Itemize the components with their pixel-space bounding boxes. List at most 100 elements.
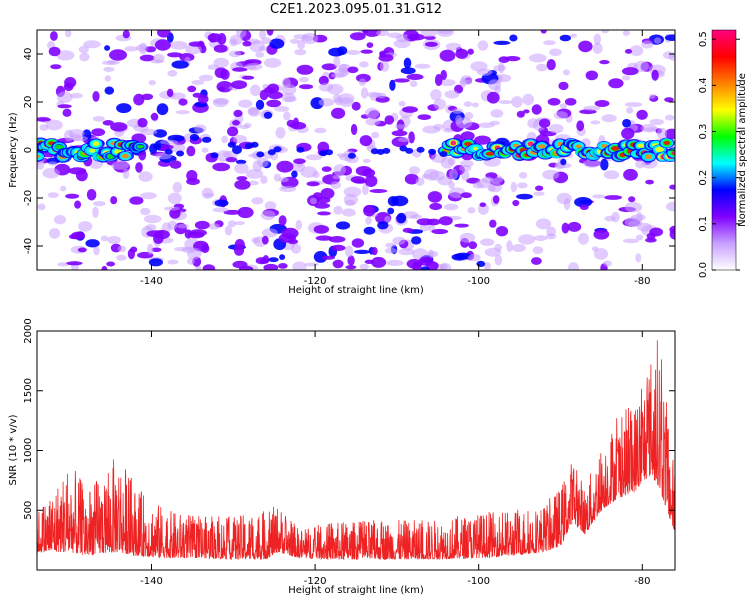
spectrogram-blob	[212, 207, 229, 213]
spectrogram-blob	[232, 145, 242, 155]
spectrogram-blob	[540, 30, 547, 34]
x-tick-label: -120	[304, 276, 327, 287]
spectrogram-blob	[611, 211, 620, 223]
spectrogram-ridge-blob	[439, 151, 448, 157]
spectrogram-blob	[48, 46, 61, 57]
spectrogram-heatmap	[37, 30, 675, 270]
snr-x-ticks: -140 -120 -100 -80	[140, 331, 650, 587]
spectrogram-blob	[635, 253, 642, 263]
spectrogram-blob	[171, 60, 189, 69]
spectrogram-blob	[79, 52, 90, 62]
spectrogram-blob	[363, 226, 376, 235]
spectrogram-blob	[124, 46, 138, 52]
colorbar-tick-label: 0.4	[698, 77, 709, 93]
spectrogram-blob	[467, 207, 476, 214]
spectrogram-blob	[267, 91, 283, 100]
spectrogram-blob	[392, 236, 406, 245]
spectrogram-ridge-blob	[153, 143, 162, 150]
spectrogram-blob	[646, 232, 656, 240]
colorbar-tick-label: 0.3	[698, 124, 709, 140]
spectrogram-blob	[199, 44, 207, 54]
spectrogram-blob	[434, 74, 443, 86]
spectrogram-blob	[360, 49, 374, 54]
spectrogram-blob	[629, 45, 644, 57]
x-tick-label: -100	[467, 576, 490, 587]
spectrogram-blob	[490, 109, 504, 118]
spectrogram-blob	[186, 145, 196, 157]
spectrogram-blob	[560, 158, 567, 166]
spectrogram-blob	[531, 257, 542, 265]
spectrogram-blob	[455, 117, 473, 129]
spectrogram-blob	[559, 34, 572, 42]
spectrogram-ridge-blob	[136, 144, 144, 149]
spectrogram-blob	[64, 77, 77, 88]
spectrogram-blob	[529, 53, 547, 63]
spectrogram-blob	[335, 221, 351, 230]
spectrogram-blob	[415, 177, 425, 186]
spectrogram-blob	[517, 182, 528, 189]
spectrogram-blob	[365, 118, 381, 126]
spectrogram-blob	[533, 191, 545, 196]
spectrogram-blob	[234, 221, 245, 226]
spectrogram-blob	[438, 216, 453, 226]
spectrogram-blob	[177, 223, 189, 229]
spectrogram-blob	[424, 41, 438, 47]
spectrogram-blob	[384, 247, 397, 254]
x-tick-label: -140	[140, 576, 163, 587]
spectrogram-blob	[302, 35, 313, 42]
spectrogram-blob	[293, 117, 299, 129]
spectrogram-blob	[42, 167, 60, 179]
spectrogram-blob	[622, 30, 631, 36]
spectrogram-blob	[476, 68, 493, 76]
spectrogram-blob	[651, 69, 659, 81]
spectrogram-blob	[93, 245, 100, 256]
spectrogram-blob	[440, 263, 452, 270]
spectrogram-blob	[47, 192, 59, 199]
spectrogram-blob	[351, 238, 365, 248]
spectrogram-blob	[187, 247, 202, 260]
x-tick-label: -140	[140, 276, 163, 287]
spectrogram-blob	[416, 218, 433, 226]
spectrogram-blob	[558, 81, 569, 91]
spectrogram-blob	[104, 45, 111, 51]
spectrogram-blob	[212, 97, 230, 105]
spectrogram-blob	[62, 108, 72, 117]
spectrogram-blob	[167, 259, 179, 265]
spectrogram-blob	[145, 224, 157, 231]
spectrogram-blob	[234, 163, 249, 174]
spectrogram-ridge-blob	[655, 146, 664, 153]
spectrogram-blob	[104, 75, 111, 82]
spectrogram-blob	[601, 114, 617, 123]
spectrogram-blob	[331, 107, 346, 119]
spectrogram-blob	[318, 83, 334, 92]
spectrogram-blob	[350, 123, 358, 136]
spectrogram-ridge-blob	[416, 146, 425, 153]
spectrogram-blob	[109, 49, 127, 61]
spectrogram-blob	[384, 115, 395, 125]
spectrogram-blob	[548, 123, 564, 134]
spectrogram-ridge-blob	[671, 151, 675, 156]
spectrogram-blob	[110, 196, 118, 205]
spectrogram-blob	[167, 192, 182, 204]
spectrogram-blob	[224, 225, 233, 236]
spectrogram-ridge-blob	[121, 153, 129, 159]
spectrogram-blob	[295, 219, 303, 230]
spectrogram-blob	[366, 42, 374, 48]
spectrogram-blob	[50, 64, 62, 70]
spectrogram-blob	[364, 259, 375, 264]
spectrogram-ridge-blob	[663, 140, 671, 145]
spectrogram-blob	[169, 160, 182, 169]
spectrogram-blob	[56, 50, 75, 61]
spectrogram-blob	[599, 60, 610, 65]
spectrogram-blob	[461, 170, 470, 181]
spectrogram-blob	[553, 111, 568, 120]
spectrogram-blob	[371, 247, 378, 256]
spectrogram-blob	[393, 78, 410, 83]
y-tick-label: 1000	[23, 438, 34, 463]
spectrogram-blob	[216, 81, 233, 93]
spectrogram-blob	[232, 260, 248, 269]
spectrogram-blob	[186, 170, 198, 182]
spectrogram-blob	[669, 228, 675, 240]
spectrogram-blob	[167, 52, 183, 58]
